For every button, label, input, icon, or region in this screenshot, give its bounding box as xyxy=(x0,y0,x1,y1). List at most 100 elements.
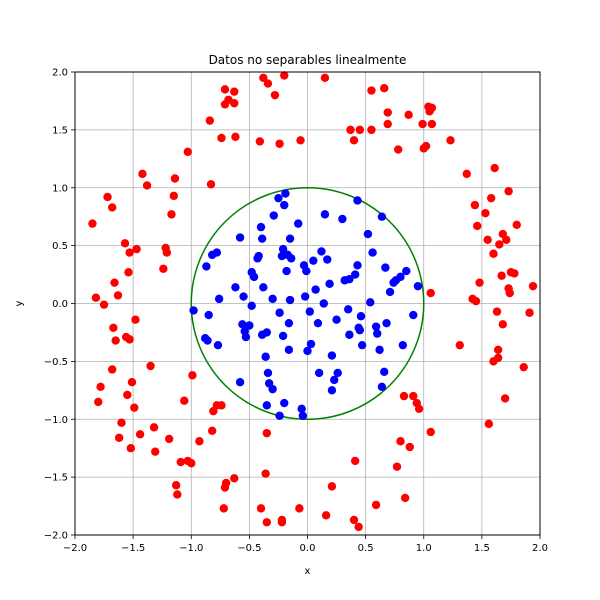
point-inside xyxy=(409,310,418,320)
point-outside xyxy=(355,125,365,135)
point-outside xyxy=(296,136,305,145)
point-inside xyxy=(333,368,342,378)
point-inside xyxy=(278,244,288,254)
point-outside xyxy=(275,139,284,148)
point-inside xyxy=(274,193,283,203)
point-outside xyxy=(127,378,137,387)
point-outside xyxy=(446,136,455,145)
point-outside xyxy=(176,457,185,467)
point-outside xyxy=(159,264,168,273)
point-inside xyxy=(300,292,310,301)
point-inside xyxy=(231,283,240,292)
point-inside xyxy=(189,306,198,315)
point-outside xyxy=(484,419,494,429)
point-outside xyxy=(262,428,272,438)
point-outside xyxy=(135,430,145,439)
point-outside xyxy=(91,293,101,302)
point-outside xyxy=(327,482,337,491)
point-outside xyxy=(173,490,182,499)
point-inside xyxy=(345,274,354,284)
point-inside xyxy=(314,368,324,378)
x-tick-label: −2.0 xyxy=(63,543,87,554)
point-outside xyxy=(383,108,392,117)
point-inside xyxy=(268,384,277,394)
x-tick-label: −1.0 xyxy=(179,543,203,554)
point-inside xyxy=(282,266,291,276)
point-inside xyxy=(261,352,270,361)
point-outside xyxy=(367,125,376,135)
point-outside xyxy=(493,345,503,354)
point-outside xyxy=(180,396,189,405)
point-outside xyxy=(346,125,355,135)
point-outside xyxy=(320,73,330,82)
point-outside xyxy=(475,278,484,287)
point-inside xyxy=(238,320,247,329)
point-outside xyxy=(489,249,498,258)
x-tick-label: −1.5 xyxy=(121,543,145,554)
point-inside xyxy=(245,321,254,330)
point-inside xyxy=(343,305,353,314)
point-outside xyxy=(455,340,464,350)
point-inside xyxy=(371,322,381,331)
point-outside xyxy=(321,511,331,520)
decision-boundary-circle xyxy=(190,187,425,420)
point-outside xyxy=(256,504,266,513)
point-outside xyxy=(350,456,360,466)
point-outside xyxy=(270,90,280,100)
point-inside xyxy=(313,318,323,328)
point-outside xyxy=(349,515,359,525)
point-outside xyxy=(188,371,197,380)
point-inside xyxy=(285,295,295,305)
point-outside xyxy=(261,469,270,478)
point-inside xyxy=(213,340,223,350)
point-outside xyxy=(492,307,502,316)
point-outside xyxy=(170,174,180,183)
point-inside xyxy=(368,248,377,257)
point-inside xyxy=(256,222,266,232)
point-outside xyxy=(220,85,230,94)
point-inside xyxy=(294,219,303,228)
point-inside xyxy=(327,386,337,395)
point-inside xyxy=(268,294,277,304)
point-inside xyxy=(381,263,390,272)
y-tick-label: 1.5 xyxy=(52,125,68,136)
point-inside xyxy=(377,382,387,392)
point-inside xyxy=(204,310,213,320)
point-outside xyxy=(103,192,112,202)
point-outside xyxy=(262,518,272,527)
point-outside xyxy=(124,268,133,277)
point-outside xyxy=(217,401,226,410)
point-inside xyxy=(235,233,245,242)
point-inside xyxy=(306,339,316,349)
y-tick-label: −1.5 xyxy=(44,473,68,484)
point-outside xyxy=(149,423,159,432)
y-tick-label: 0.0 xyxy=(52,299,68,310)
point-inside xyxy=(327,351,337,360)
boundary-layer xyxy=(190,187,425,420)
point-outside xyxy=(109,323,118,333)
point-outside xyxy=(277,518,287,527)
point-inside xyxy=(363,229,373,239)
point-inside xyxy=(325,279,334,289)
point-inside xyxy=(269,211,278,220)
point-inside xyxy=(262,401,272,410)
point-outside xyxy=(151,447,160,456)
x-tick-label: 0.0 xyxy=(300,543,316,554)
point-inside xyxy=(332,315,341,324)
point-inside xyxy=(247,301,256,311)
point-outside xyxy=(295,504,304,513)
point-outside xyxy=(108,365,117,374)
point-inside xyxy=(402,266,411,276)
x-tick-label: 1.5 xyxy=(474,543,490,554)
point-outside xyxy=(113,291,123,300)
point-outside xyxy=(525,308,534,317)
point-outside xyxy=(383,119,392,129)
point-outside xyxy=(493,353,503,363)
point-inside xyxy=(380,367,389,376)
y-tick-label: −2.0 xyxy=(44,531,68,542)
point-outside xyxy=(462,169,471,179)
point-outside xyxy=(490,163,499,173)
point-outside xyxy=(405,442,414,452)
point-outside xyxy=(206,180,216,189)
point-outside xyxy=(169,191,179,201)
